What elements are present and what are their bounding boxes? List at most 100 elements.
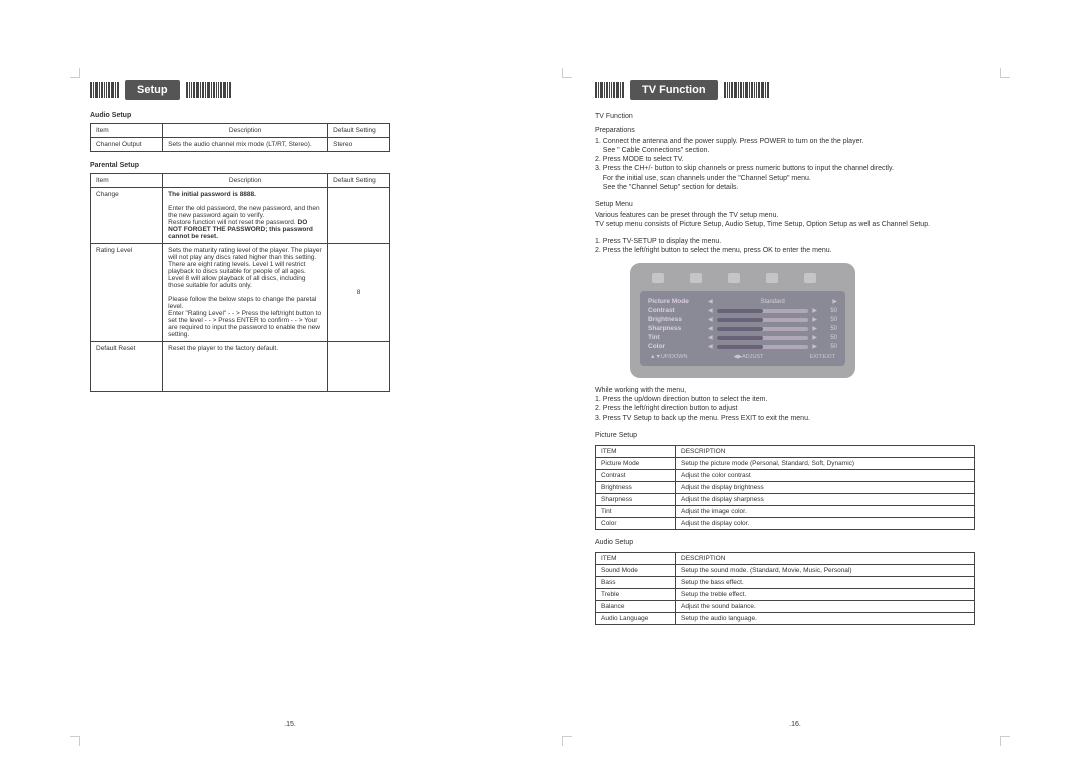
text: 2. Press the left/right direction button…	[595, 404, 995, 413]
text: For the initial use, scan channels under…	[595, 174, 995, 183]
table-header: DESCRIPTION	[676, 445, 975, 457]
table-cell: Default Reset	[91, 342, 163, 392]
crop-mark	[1000, 68, 1010, 78]
table-row: SharpnessAdjust the display sharpness	[596, 493, 975, 505]
text: 1. Connect the antenna and the power sup…	[595, 137, 995, 146]
table-cell: Contrast	[596, 469, 676, 481]
audio-setup-table: Item Description Default Setting Channel…	[90, 123, 390, 152]
osd-value: 50	[817, 317, 837, 323]
arrow-icon: ◀	[708, 316, 713, 323]
table-row: TintAdjust the image color.	[596, 505, 975, 517]
table-header: Default Setting	[328, 174, 390, 188]
table-cell: Channel Output	[91, 138, 163, 152]
table-row: TrebleSetup the treble effect.	[596, 588, 975, 600]
table-cell: Color	[596, 517, 676, 529]
table-cell: Adjust the display brightness	[676, 481, 975, 493]
text: 1. Press TV-SETUP to display the menu.	[595, 237, 995, 246]
text: See " Cable Connections" section.	[595, 146, 995, 155]
osd-row: Color ◀ ▶ 50	[648, 342, 837, 351]
subsection-heading: TV Function	[595, 112, 995, 121]
osd-slider	[717, 309, 809, 313]
osd-row: Sharpness ◀ ▶ 50	[648, 324, 837, 333]
arrow-icon: ◀	[708, 325, 713, 332]
table-cell: The initial password is 8888. Enter the …	[163, 188, 328, 244]
table-cell: Adjust the image color.	[676, 505, 975, 517]
table-cell: Setup the audio language.	[676, 612, 975, 624]
text: Enter "Rating Level" - - > Press the lef…	[168, 310, 322, 338]
text: There are eight rating levels. Level 1 w…	[168, 261, 322, 289]
osd-label: Picture Mode	[648, 298, 708, 305]
table-cell	[328, 342, 390, 392]
table-header: Description	[163, 174, 328, 188]
table-cell: Treble	[596, 588, 676, 600]
text: 3. Press TV Setup to back up the menu. P…	[595, 414, 995, 423]
table-header: Item	[91, 174, 163, 188]
osd-label: Color	[648, 343, 708, 350]
text: While working with the menu,	[595, 386, 995, 395]
osd-label: Contrast	[648, 307, 708, 314]
osd-screenshot: Picture Mode ◀ Standard ▶ Contrast ◀ ▶ 5…	[630, 263, 855, 378]
table-header: Item	[91, 124, 163, 138]
table-cell	[328, 188, 390, 244]
text: 2. Press MODE to select TV.	[595, 155, 995, 164]
table-cell: Rating Level	[91, 244, 163, 342]
parental-setup-table: Item Description Default Setting Change …	[90, 173, 390, 392]
table-row: BrightnessAdjust the display brightness	[596, 481, 975, 493]
parental-setup-heading: Parental Setup	[90, 162, 490, 169]
osd-slider	[717, 327, 809, 331]
osd-slider	[717, 318, 809, 322]
osd-footer: ▲▼UP/DOWN ◀▶ADJUST EXIT:EXIT	[648, 351, 837, 360]
barcode-decoration	[90, 82, 119, 98]
text: 2. Press the left/right button to select…	[595, 246, 995, 255]
table-header: Description	[163, 124, 328, 138]
table-cell: Tint	[596, 505, 676, 517]
text: Enter the old password, the new password…	[168, 205, 322, 219]
audio-setup-heading: Audio Setup	[90, 112, 490, 119]
osd-hint: ◀▶ADJUST	[734, 354, 764, 360]
table-header: ITEM	[596, 552, 676, 564]
text: Sets the maturity rating level of the pl…	[168, 247, 322, 261]
text: Please follow the below steps to change …	[168, 296, 322, 310]
table-cell: Setup the picture mode (Personal, Standa…	[676, 457, 975, 469]
subsection-heading: Setup Menu	[595, 200, 995, 209]
left-title: Setup	[125, 80, 180, 100]
table-header: DESCRIPTION	[676, 552, 975, 564]
table-cell: Sets the maturity rating level of the pl…	[163, 244, 328, 342]
table-cell: 8	[328, 244, 390, 342]
table-cell: Setup the treble effect.	[676, 588, 975, 600]
barcode-decoration	[186, 82, 231, 98]
table-cell: Picture Mode	[596, 457, 676, 469]
osd-hint: EXIT:EXIT	[810, 354, 835, 360]
page-number: .16.	[595, 721, 995, 728]
osd-value: Standard	[713, 299, 833, 305]
osd-body: Picture Mode ◀ Standard ▶ Contrast ◀ ▶ 5…	[640, 291, 845, 366]
table-cell: Sets the audio channel mix mode (LT/RT, …	[163, 138, 328, 152]
table-cell: Brightness	[596, 481, 676, 493]
text: Restore function will not reset the pass…	[168, 219, 322, 240]
table-cell: Adjust the display sharpness	[676, 493, 975, 505]
text: TV setup menu consists of Picture Setup,…	[595, 220, 995, 229]
barcode-decoration	[595, 82, 624, 98]
table-cell: Setup the sound mode. (Standard, Movie, …	[676, 564, 975, 576]
table-cell: Sound Mode	[596, 564, 676, 576]
text: 3. Press the CH+/- button to skip channe…	[595, 164, 995, 173]
text: Various features can be preset through t…	[595, 211, 995, 220]
table-row: Picture ModeSetup the picture mode (Pers…	[596, 457, 975, 469]
right-title: TV Function	[630, 80, 718, 100]
picture-setup-table: ITEM DESCRIPTION Picture ModeSetup the p…	[595, 445, 975, 530]
table-row: Sound ModeSetup the sound mode. (Standar…	[596, 564, 975, 576]
osd-slider	[717, 336, 809, 340]
audio-setup-table-right: ITEM DESCRIPTION Sound ModeSetup the sou…	[595, 552, 975, 625]
text: See the "Channel Setup" section for deta…	[595, 183, 995, 192]
osd-row: Picture Mode ◀ Standard ▶	[648, 297, 837, 306]
crop-mark	[70, 68, 80, 78]
crop-mark	[562, 736, 572, 746]
crop-mark	[70, 736, 80, 746]
subsection-heading: Preparations	[595, 126, 995, 135]
left-page: Setup Audio Setup Item Description Defau…	[90, 80, 490, 728]
osd-value: 50	[817, 326, 837, 332]
table-row: ColorAdjust the display color.	[596, 517, 975, 529]
table-cell: Balance	[596, 600, 676, 612]
text: The initial password is 8888.	[168, 191, 322, 198]
right-page: TV Function TV Function Preparations 1. …	[595, 80, 995, 728]
